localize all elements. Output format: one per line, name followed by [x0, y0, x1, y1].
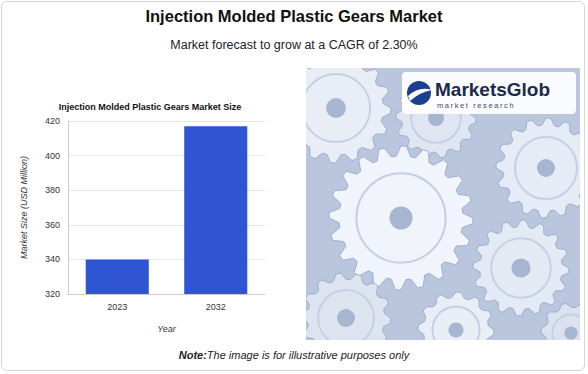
html-text:Injection Molded Plastic Gears: Injection Molded Plastic Gears Market — [145, 7, 443, 25]
svg-text:Injection Molded Plastic Gears: Injection Molded Plastic Gears Market Si… — [59, 102, 242, 112]
html-text:Market forecast to grow at a C: Market forecast to grow at a CAGR of 2.3… — [170, 38, 418, 52]
svg-text:Market Size (USD Million): Market Size (USD Million) — [19, 156, 29, 259]
svg-text:market research: market research — [437, 101, 515, 110]
svg-text:400: 400 — [45, 151, 60, 161]
svg-text:340: 340 — [45, 254, 60, 264]
svg-text:380: 380 — [45, 185, 60, 195]
svg-text:420: 420 — [45, 116, 60, 126]
svg-text:320: 320 — [45, 289, 60, 299]
svg-text:Year: Year — [157, 324, 177, 334]
svg-text:2032: 2032 — [206, 302, 226, 312]
html-text:Note: The image is for illustr: Note: The image is for illustrative purp… — [178, 349, 410, 361]
svg-text:360: 360 — [45, 220, 60, 230]
svg-text:2023: 2023 — [107, 302, 127, 312]
svg-text:MarketsGlob: MarketsGlob — [435, 79, 550, 100]
